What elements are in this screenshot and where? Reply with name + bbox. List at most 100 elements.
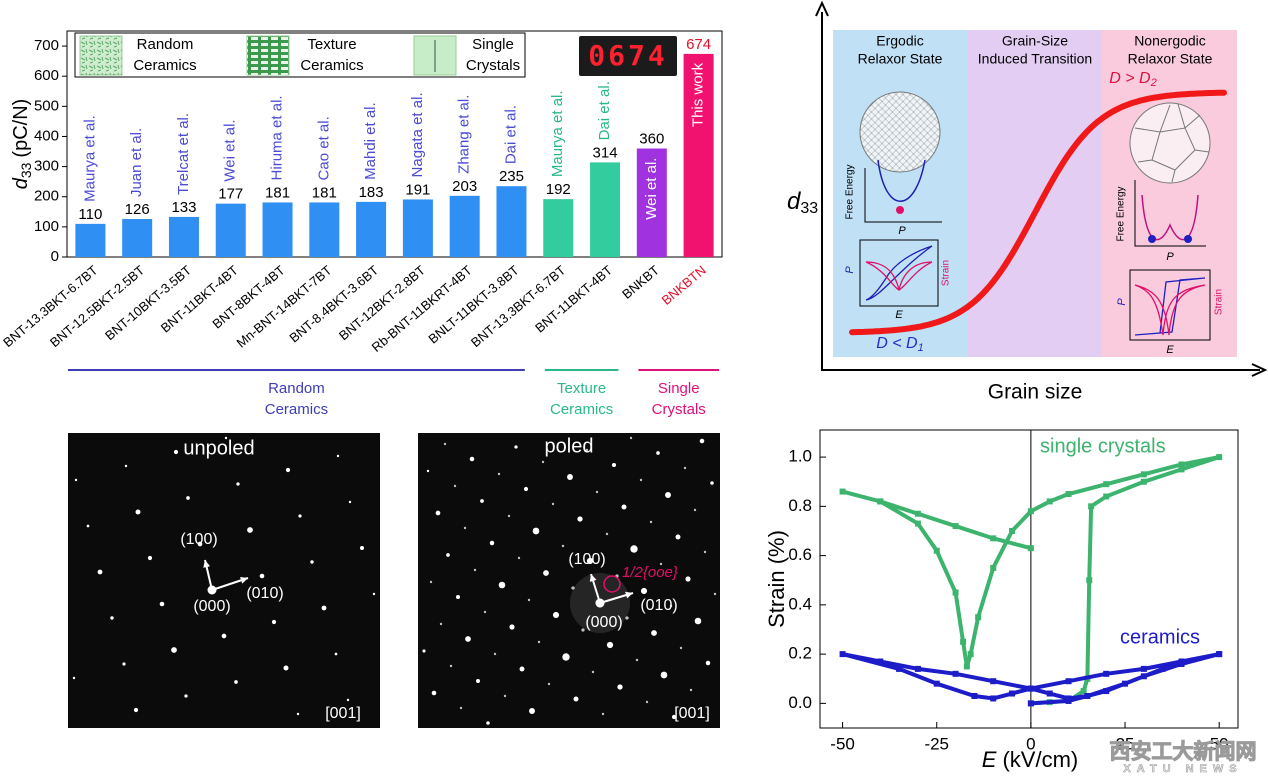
legend-label: Random (137, 36, 194, 53)
y-tick-label: 600 (34, 67, 59, 84)
diffraction-spot (135, 509, 141, 515)
diffraction-spot (435, 510, 441, 516)
diffraction-spot (591, 670, 595, 674)
y-tick-label: 700 (34, 37, 59, 54)
y-tick-label: 0.4 (788, 594, 812, 613)
series-marker (1103, 493, 1110, 500)
diffraction-spot (431, 690, 437, 696)
diffraction-spot (665, 492, 671, 498)
diffraction-spot (699, 438, 705, 444)
diffraction-spot (486, 721, 490, 725)
y-tick-label: 0 (51, 248, 59, 265)
inset-label: Strain (1214, 289, 1225, 315)
bar-annotation: Dai et al. (596, 81, 613, 140)
watermark: 西安工大新闻网 (1110, 740, 1257, 764)
diffraction-spot (122, 662, 126, 666)
diffraction-spot (334, 652, 338, 656)
legend-label: Single (472, 36, 514, 53)
value-label: 314 (593, 144, 618, 161)
inset-label: Strain (941, 260, 952, 286)
spot-label: (000) (585, 614, 622, 631)
diffraction-spot (498, 581, 506, 589)
diffraction-spot (124, 464, 128, 468)
diffraction-spot (705, 660, 711, 666)
diffraction-spot (310, 560, 314, 564)
bar-annotation: Wei et al. (643, 158, 660, 220)
series-marker (1027, 508, 1034, 515)
diffraction-spot (426, 469, 430, 473)
series-marker (1140, 665, 1147, 672)
diffraction-spot (455, 594, 461, 600)
bar-annotation: Juan et al. (128, 128, 145, 197)
diffraction-spot (621, 504, 627, 510)
series-marker (1086, 577, 1093, 584)
series-marker (839, 651, 846, 658)
diffraction-spot (514, 445, 518, 449)
diffraction-spot (693, 508, 697, 512)
series-marker (1065, 491, 1072, 498)
energy-dot (896, 206, 904, 214)
diffraction-spot (422, 649, 426, 653)
diffraction-spot (685, 576, 691, 582)
diffraction-spot (543, 570, 549, 576)
bar (683, 53, 714, 257)
diffraction-spot (453, 484, 457, 488)
series-marker (877, 658, 884, 665)
region (1102, 30, 1237, 357)
series-marker (1065, 678, 1072, 685)
series-marker (1065, 695, 1072, 702)
series-label: single crystals (1040, 435, 1166, 457)
series-marker (1027, 545, 1034, 552)
diffraction-spot (321, 605, 327, 611)
value-label: 674 (686, 36, 711, 53)
diffraction-spot (184, 694, 188, 698)
arrow-head (625, 591, 633, 599)
axis-label: d33 (787, 188, 818, 217)
group-label: Crystals (652, 401, 706, 418)
series-marker (1009, 527, 1016, 534)
energy-dot (1148, 235, 1156, 243)
inset-label: E (895, 309, 903, 321)
value-label: 133 (171, 199, 196, 216)
diffraction-spot (529, 708, 535, 714)
series-marker (1103, 688, 1110, 695)
spot-label: (100) (180, 531, 217, 548)
y-arrow (815, 0, 829, 17)
diffraction-spot (527, 598, 531, 602)
axis-label: Grain size (988, 381, 1083, 404)
diffraction-spot (659, 562, 663, 566)
counter-digits: 0674 (588, 39, 667, 72)
diffraction-spot (459, 706, 463, 710)
condition-text: D < D (876, 335, 918, 352)
bar-annotation: Maurya et al. (81, 115, 98, 202)
series-marker (1178, 466, 1185, 473)
legend-label: Crystals (466, 57, 520, 74)
diffraction-spot (133, 707, 139, 713)
bar (356, 201, 387, 257)
series-marker (1140, 471, 1147, 478)
region-title: Relaxor State (1128, 51, 1213, 67)
pattern-title: poled (545, 435, 594, 457)
diffraction-spot (348, 500, 352, 504)
group-label: Random (268, 380, 325, 397)
diffraction-spot (346, 698, 350, 702)
series-marker (1178, 461, 1185, 468)
zone-axis: [001] (674, 705, 710, 722)
region (833, 30, 968, 357)
x-axis-unit: (kV/cm) (1002, 747, 1078, 772)
y-axis-label: Strain (%) (764, 530, 789, 628)
y-axis-subscript: 33 (18, 162, 34, 178)
bar-annotation: Mahdi et al. (362, 102, 379, 180)
bar (309, 202, 340, 257)
y-axis-symbol: d (10, 177, 32, 189)
diffraction-spot (532, 527, 540, 535)
inset-axes (864, 168, 942, 223)
series-marker (952, 523, 959, 530)
diffraction-spot (541, 460, 545, 464)
strain-loop (1134, 284, 1206, 336)
superlattice-label: 1/2{ooe} (622, 564, 678, 581)
diffraction-spot (537, 640, 541, 644)
group-label: Ceramics (550, 401, 613, 418)
diffraction-spot (573, 696, 579, 702)
diffraction-spot (234, 680, 238, 684)
